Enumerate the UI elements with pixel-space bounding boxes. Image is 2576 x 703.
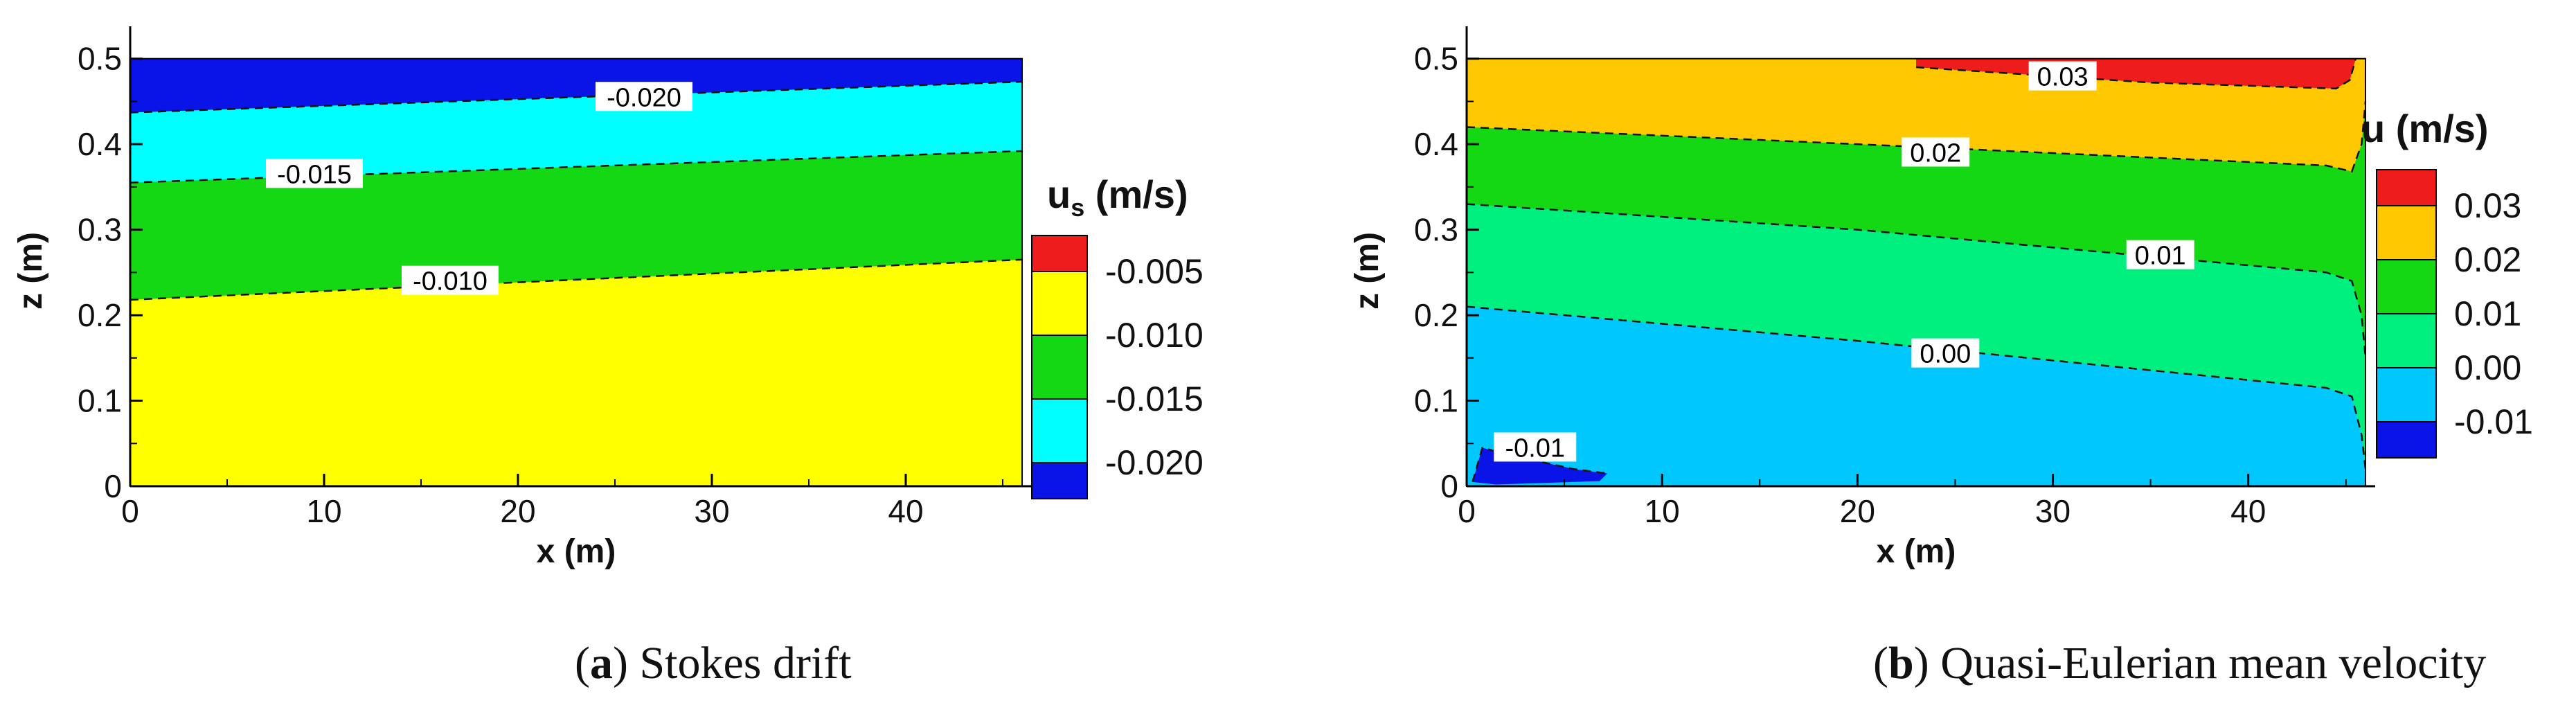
panel-a-contour-label-box [596, 82, 692, 112]
panel-b-y-tick-label: 0.2 [1414, 297, 1458, 333]
panel-a-contour-line [129, 80, 1023, 114]
panel-b-legend-swatch [2376, 313, 2437, 368]
panel-a-y-tick-label: 0.5 [78, 41, 122, 77]
panel-b-legend-level-label: 0.01 [2454, 294, 2521, 333]
panel-b-contour-label: 0.02 [1910, 139, 1961, 168]
panel-b-contour-label-box [1902, 137, 1970, 167]
panel-b-contour-label-box [2126, 240, 2194, 269]
panel-b-legend-level-label: 0.03 [2454, 186, 2521, 225]
panel-a-x-tick-label: 20 [500, 493, 535, 529]
panel-a-legend-title: us (m/s) [1047, 172, 1188, 222]
panel-b-plot-background [1467, 28, 2365, 59]
panel-a-contour-label: -0.015 [277, 160, 352, 189]
panel-b-contour-label: 0.01 [2135, 242, 2186, 271]
panel-a-legend-swatch [1031, 398, 1088, 463]
panel-a-y-tick-label: 0.3 [78, 212, 122, 248]
panel-b-contour-line [1466, 305, 2367, 470]
panel-b-contour-label-box [2028, 61, 2097, 91]
caption-a: (a) Stokes drift [575, 638, 852, 688]
panel-b-contour-label-box [1911, 338, 1980, 368]
panel-b-x-tick-label: 40 [2230, 493, 2266, 529]
panel-a-y-tick-label: 0 [104, 468, 122, 504]
panel-a-legend-level-label: -0.015 [1105, 380, 1204, 418]
panel-a-contour-band [130, 259, 1022, 486]
panel-b-contour-label-box [1494, 432, 1577, 462]
panel-a-legend-level-label: -0.010 [1105, 316, 1204, 355]
panel-b-legend-level-label: -0.01 [2454, 402, 2533, 441]
panel-a-x-tick-label: 40 [888, 493, 923, 529]
panel-a-contour-label-box [402, 265, 499, 295]
panel-a-contour-line [129, 258, 1023, 301]
panel-a-legend-level-label: -0.005 [1105, 252, 1204, 291]
panel-a-y-tick-label: 0.4 [78, 126, 122, 162]
panel-b-legend-swatch [2376, 169, 2437, 206]
caption-b: (b) Quasi-Eulerian mean velocity [1873, 638, 2487, 688]
panel-b-legend-swatch [2376, 205, 2437, 260]
panel-b-x-tick-label: 30 [2035, 493, 2070, 529]
panel-a-legend-swatch [1031, 271, 1088, 336]
panel-b-x-tick-label: 20 [1840, 493, 1875, 529]
panel-a-contour-label-box [266, 159, 363, 188]
panel-b-legend-swatch [2376, 259, 2437, 314]
panel-b-x-axis-label: x (m) [1877, 533, 1956, 570]
panel-a-x-tick-label: 30 [694, 493, 729, 529]
panel-a-y-tick-label: 0.2 [78, 297, 122, 333]
panel-b-legend-swatch [2376, 367, 2437, 422]
panel-a-contour-label: -0.010 [413, 267, 488, 296]
panel-b-contour-label: 0.03 [2037, 63, 2088, 92]
panel-b-contour-band [1467, 306, 2365, 486]
panel-b-y-tick-label: 0.4 [1414, 126, 1458, 162]
panel-b-quasi-eulerian: 0.03 0.02 0.01 0.00 -0.01 0 10 20 30 40 0 0.1 0.2 0.3… [1349, 26, 2533, 570]
panel-a-x-tick-label: 10 [306, 493, 341, 529]
panel-a-plot-background [130, 28, 1022, 59]
panel-a-x-axis-label: x (m) [537, 533, 616, 570]
panel-b-y-tick-label: 0.1 [1414, 383, 1458, 419]
panel-b-legend-swatch [2376, 421, 2437, 459]
panel-b-contour-label: 0.00 [1920, 340, 1971, 369]
panel-b-contour-line [1466, 203, 2367, 358]
panel-a-contour-line [129, 150, 1023, 184]
panel-a-y-axis-label: z (m) [12, 232, 49, 310]
panel-a-stokes-drift: -0.010 -0.015 -0.020 0 10 20 30 40 0 0.1 0.2 0.3 0.4… [12, 26, 1204, 570]
panel-b-y-axis-label: z (m) [1349, 232, 1386, 310]
panel-b-x-tick-label: 0 [1458, 493, 1476, 529]
panel-a-legend-swatch [1031, 335, 1088, 400]
panel-a-legend-swatch [1031, 462, 1088, 499]
panel-b-contour-line [1466, 101, 2367, 173]
panel-a-x-tick-label: 0 [121, 493, 139, 529]
panel-a-y-tick-label: 0.1 [78, 383, 122, 419]
panel-b-legend-level-label: 0.00 [2454, 348, 2521, 387]
panel-a-legend-swatch [1031, 235, 1088, 272]
panel-b-y-tick-label: 0.3 [1414, 212, 1458, 248]
panel-b-contour-band-red [1916, 58, 2356, 89]
panel-b-y-tick-label: 0 [1440, 468, 1458, 504]
panel-b-contour-label: -0.01 [1505, 434, 1565, 463]
panel-a-contour-label: -0.020 [607, 83, 681, 112]
panel-b-y-tick-label: 0.5 [1414, 41, 1458, 77]
panel-b-legend-title: u (m/s) [2361, 107, 2489, 150]
panel-b-x-tick-label: 10 [1645, 493, 1680, 529]
panel-b-legend-level-label: 0.02 [2454, 240, 2521, 279]
panel-a-legend-level-label: -0.020 [1105, 443, 1204, 482]
